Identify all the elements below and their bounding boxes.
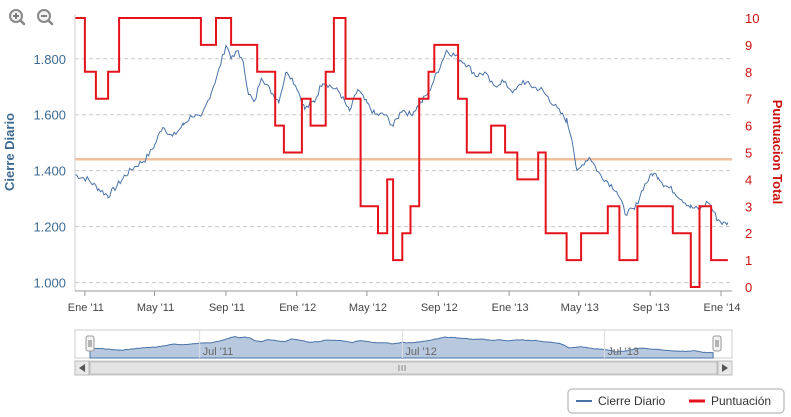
- right-tick-label: 4: [745, 172, 752, 187]
- navigator-label: Jul '13: [608, 346, 639, 358]
- right-tick-label: 6: [745, 119, 752, 134]
- right-tick-label: 0: [745, 280, 752, 295]
- left-tick-label: 1.600: [33, 108, 66, 123]
- series-line-price: [74, 44, 729, 226]
- right-axis: 0 1 2 3 4 5 6 7 8 9 10: [745, 11, 759, 295]
- x-tick-label: Sep '12: [421, 302, 458, 314]
- right-tick-label: 1: [745, 253, 752, 268]
- left-tick-label: 1.200: [33, 220, 66, 235]
- left-axis: 1.000 1.200 1.400 1.600 1.800: [33, 14, 76, 291]
- x-tick-label: Ene '11: [68, 302, 104, 314]
- legend: Cierre Diario Puntuación: [567, 388, 785, 414]
- x-tick-label: Sep '11: [209, 302, 245, 314]
- right-axis-title: Puntuacion Total: [770, 100, 785, 204]
- x-tick-label: Ene '12: [279, 302, 316, 314]
- scrollbar-thumb[interactable]: [89, 361, 718, 375]
- legend-label-score: Puntuación: [711, 394, 771, 408]
- right-tick-label: 2: [745, 226, 752, 241]
- x-tick-label: Sep '13: [633, 302, 670, 314]
- zoom-in-icon[interactable]: [9, 9, 26, 26]
- scrollbar-grip-icon: [398, 365, 406, 371]
- left-axis-title: Cierre Diario: [2, 113, 17, 191]
- legend-item-score[interactable]: Puntuación: [689, 394, 771, 408]
- navigator-left-handle[interactable]: [85, 335, 95, 352]
- plot-series: [74, 17, 732, 288]
- navigator-label: Jul '11: [203, 346, 234, 358]
- navigator[interactable]: Jul '11 Jul '12 Jul '13: [74, 329, 733, 359]
- navigator-right-handle[interactable]: [712, 335, 722, 352]
- right-tick-label: 3: [745, 199, 752, 214]
- x-tick-label: Ene '14: [703, 302, 740, 314]
- legend-label-price: Cierre Diario: [598, 394, 666, 408]
- scrollbar[interactable]: [74, 360, 733, 376]
- x-tick-label: May '13: [561, 302, 599, 314]
- right-tick-label: 8: [745, 65, 752, 80]
- right-tick-label: 10: [745, 11, 759, 26]
- left-tick-label: 1.800: [33, 52, 66, 67]
- zoom-out-icon[interactable]: [37, 9, 54, 26]
- right-tick-label: 5: [745, 146, 752, 161]
- series-line-score: [75, 17, 728, 288]
- scroll-left-icon: [79, 364, 85, 372]
- x-tick-label: May '11: [137, 302, 174, 314]
- x-tick-label: Ene '13: [492, 302, 529, 314]
- left-tick-label: 1.400: [33, 164, 66, 179]
- scroll-right-icon: [722, 364, 728, 372]
- x-tick-label: May '12: [349, 302, 387, 314]
- left-tick-label: 1.000: [33, 276, 66, 291]
- grid-lines: [75, 58, 732, 284]
- legend-item-price[interactable]: Cierre Diario: [576, 394, 666, 408]
- right-tick-label: 9: [745, 38, 752, 53]
- right-tick-label: 7: [745, 92, 752, 107]
- navigator-label: Jul '12: [405, 346, 436, 358]
- x-axis: Ene '11 May '11 Sep '11 Ene '12 May '12 Sep '…: [68, 290, 740, 314]
